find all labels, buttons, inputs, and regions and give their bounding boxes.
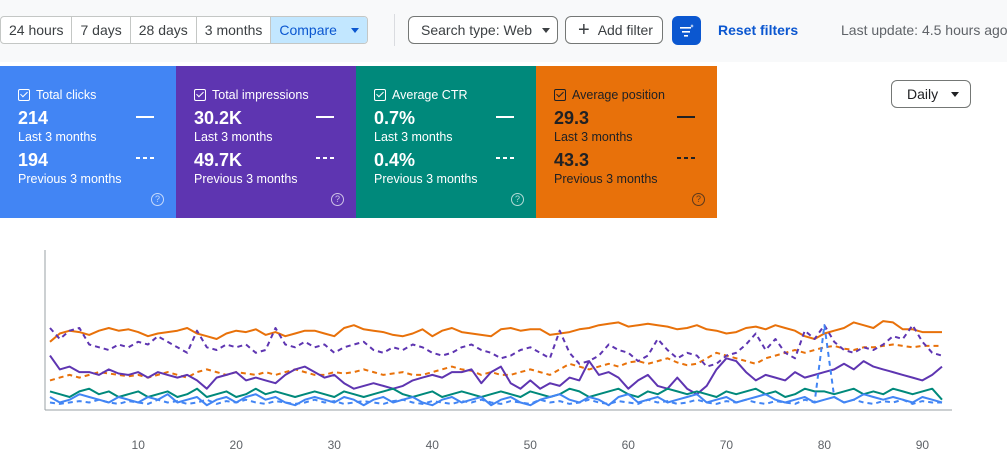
- metric-current-period: Last 3 months: [194, 130, 273, 144]
- date-range-selector: 24 hours 7 days 28 days 3 months Compare: [0, 16, 368, 44]
- performance-chart: 10 20 30 40 50 60 70 80 90: [44, 250, 952, 452]
- chevron-down-icon: [350, 27, 359, 33]
- metric-card-total-impressions[interactable]: Total impressions 30.2K Last 3 months 49…: [176, 66, 356, 218]
- x-tick-label: 60: [622, 438, 636, 452]
- checkbox-icon[interactable]: [194, 89, 206, 101]
- x-tick-label: 50: [524, 438, 538, 452]
- x-tick-label: 90: [916, 438, 930, 452]
- help-icon[interactable]: ?: [331, 193, 344, 206]
- x-tick-label: 80: [818, 438, 832, 452]
- add-filter-label: Add filter: [597, 22, 653, 38]
- range-3-months-button[interactable]: 3 months: [197, 17, 272, 43]
- series-line-4: [49, 387, 943, 401]
- metric-previous-period: Previous 3 months: [554, 172, 658, 186]
- series-line-0: [49, 320, 942, 343]
- metric-card-average-ctr[interactable]: Average CTR 0.7% Last 3 months 0.4% Prev…: [356, 66, 536, 218]
- metric-previous-value: 43.3: [554, 150, 590, 170]
- checkbox-icon[interactable]: [554, 89, 566, 101]
- series-line-3: [49, 324, 943, 368]
- metric-current-value: 214: [18, 108, 49, 128]
- metric-label: Average position: [572, 88, 665, 102]
- compare-label: Compare: [279, 22, 337, 38]
- checkbox-icon[interactable]: [18, 89, 30, 101]
- chevron-down-icon: [542, 27, 551, 33]
- metric-current-value: 0.7%: [374, 108, 416, 128]
- series-line-5: [49, 393, 943, 407]
- metric-previous-period: Previous 3 months: [374, 172, 478, 186]
- metric-current-period: Last 3 months: [18, 130, 97, 144]
- series-line-2: [49, 355, 943, 396]
- dashed-line-legend-icon: [316, 157, 334, 159]
- filter-icon: [679, 23, 694, 37]
- help-icon[interactable]: ?: [151, 193, 164, 206]
- dashed-line-legend-icon: [677, 157, 695, 159]
- metric-previous-value: 49.7K: [194, 150, 243, 170]
- x-tick-label: 20: [230, 438, 244, 452]
- plus-icon: +: [578, 19, 590, 41]
- reset-filters-link[interactable]: Reset filters: [718, 22, 799, 38]
- dashed-line-legend-icon: [496, 157, 514, 159]
- toolbar: 24 hours 7 days 28 days 3 months Compare…: [0, 0, 1007, 62]
- metric-previous-period: Previous 3 months: [18, 172, 122, 186]
- metric-label: Total clicks: [36, 88, 97, 102]
- metric-label: Total impressions: [212, 88, 309, 102]
- solid-line-legend-icon: [136, 116, 154, 118]
- metric-current-value: 29.3: [554, 108, 590, 128]
- help-icon[interactable]: ?: [692, 193, 705, 206]
- help-icon[interactable]: ?: [511, 193, 524, 206]
- add-filter-button[interactable]: + Add filter: [565, 16, 663, 44]
- dashed-line-legend-icon: [136, 157, 154, 159]
- metric-card-average-position[interactable]: Average position 29.3 Last 3 months 43.3…: [536, 66, 717, 218]
- range-24-hours-button[interactable]: 24 hours: [1, 17, 73, 43]
- granularity-label: Daily: [907, 86, 939, 102]
- search-type-label: Search type: Web: [421, 22, 533, 38]
- x-tick-label: 70: [720, 438, 734, 452]
- range-7-days-button[interactable]: 7 days: [72, 17, 131, 43]
- x-tick-label: 40: [426, 438, 440, 452]
- granularity-dropdown[interactable]: Daily: [891, 80, 971, 108]
- x-tick-label: 10: [132, 438, 146, 452]
- last-update-text: Last update: 4.5 hours ago: [841, 22, 1007, 38]
- metric-card-total-clicks[interactable]: Total clicks 214 Last 3 months 194 Previ…: [0, 66, 176, 218]
- series-layer: [49, 320, 943, 407]
- checkbox-icon[interactable]: [374, 89, 386, 101]
- solid-line-legend-icon: [677, 116, 695, 118]
- metric-current-period: Last 3 months: [554, 130, 633, 144]
- x-tick-label: 30: [328, 438, 342, 452]
- filter-settings-button[interactable]: [672, 16, 701, 45]
- metric-label: Average CTR: [392, 88, 468, 102]
- chevron-down-icon: [951, 91, 960, 97]
- solid-line-legend-icon: [316, 116, 334, 118]
- toolbar-divider: [394, 14, 395, 46]
- compare-button[interactable]: Compare: [271, 17, 367, 43]
- x-tick-labels: 10 20 30 40 50 60 70 80 90: [132, 438, 930, 452]
- range-28-days-button[interactable]: 28 days: [131, 17, 197, 43]
- metric-previous-value: 194: [18, 150, 49, 170]
- solid-line-legend-icon: [496, 116, 514, 118]
- metric-current-period: Last 3 months: [374, 130, 453, 144]
- metric-previous-period: Previous 3 months: [194, 172, 298, 186]
- series-line-1: [49, 343, 942, 382]
- metric-current-value: 30.2K: [194, 108, 243, 128]
- metric-previous-value: 0.4%: [374, 150, 416, 170]
- search-type-dropdown[interactable]: Search type: Web: [408, 16, 558, 44]
